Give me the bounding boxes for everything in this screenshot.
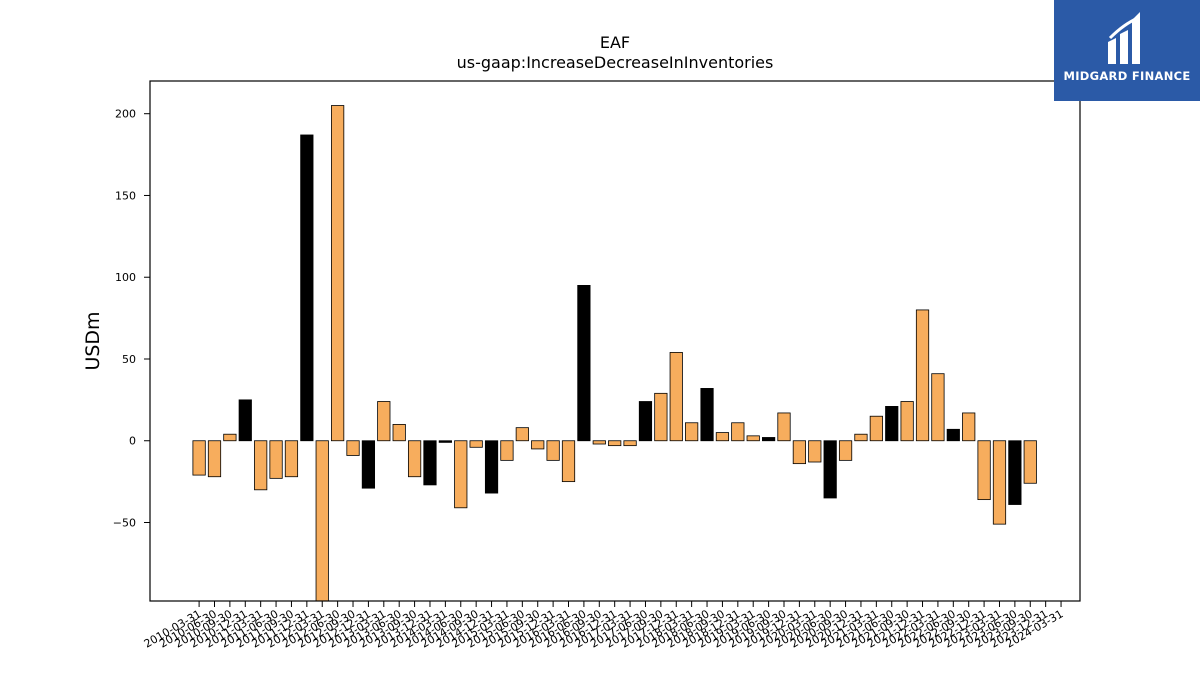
bar	[762, 437, 776, 442]
y-axis-label: USDm	[82, 311, 104, 370]
y-tick-label: 0	[129, 435, 136, 448]
bar	[715, 432, 730, 442]
bar	[992, 440, 1007, 525]
bar	[1023, 440, 1037, 484]
bar	[546, 440, 560, 461]
bar	[777, 412, 791, 442]
y-tick-label: −50	[113, 517, 136, 530]
bar	[300, 134, 314, 442]
bar	[254, 440, 268, 491]
bar	[500, 440, 514, 461]
bar	[392, 423, 406, 442]
bar	[854, 433, 868, 442]
chart-title: EAF	[600, 33, 630, 52]
midgard-logo-icon	[1108, 12, 1140, 64]
bar	[823, 440, 837, 499]
bar	[869, 415, 883, 442]
bar	[977, 440, 991, 501]
bar	[669, 352, 683, 442]
bar	[469, 440, 483, 448]
bar	[838, 440, 853, 461]
bar	[731, 422, 745, 442]
brand-logo: MIDGARD FINANCE	[1054, 0, 1200, 101]
bar	[423, 440, 437, 486]
bar	[269, 440, 283, 479]
bar	[561, 440, 576, 483]
bar	[346, 440, 360, 456]
bars-group	[192, 105, 1037, 602]
bar	[808, 440, 822, 463]
y-axis-ticks: −50 0 50 100 150 200	[113, 108, 150, 530]
bar	[654, 392, 668, 442]
bar	[361, 440, 376, 489]
bar	[792, 440, 806, 465]
bar	[484, 440, 499, 494]
bar	[454, 440, 468, 509]
bar	[331, 105, 345, 442]
bar	[700, 388, 714, 442]
bar	[223, 433, 237, 442]
plot-frame	[149, 80, 1081, 602]
bar	[238, 399, 252, 442]
bar	[931, 373, 945, 442]
bar	[577, 285, 591, 442]
bar	[592, 440, 606, 445]
x-axis-ticks: 2010-03-312010-06-302010-09-302010-12-31…	[142, 601, 1066, 651]
bar	[407, 440, 422, 478]
bar	[515, 427, 529, 442]
bar	[315, 440, 329, 602]
bar	[638, 401, 653, 442]
bar	[900, 401, 914, 442]
bar	[608, 440, 622, 447]
bar	[438, 440, 452, 443]
y-tick-label: 200	[115, 108, 136, 121]
bar	[377, 401, 391, 442]
brand-name: MIDGARD FINANCE	[1063, 69, 1191, 83]
y-tick-label: 50	[122, 353, 136, 366]
y-tick-label: 150	[115, 189, 136, 202]
bar	[946, 428, 960, 442]
bar	[207, 440, 222, 478]
chart-subtitle: us-gaap:IncreaseDecreaseInInventories	[457, 53, 774, 72]
y-tick-label: 100	[115, 271, 136, 284]
bar	[623, 440, 637, 447]
bar	[746, 435, 760, 442]
bar	[1008, 440, 1022, 505]
bar	[962, 412, 976, 442]
bar	[284, 440, 299, 478]
bar	[885, 406, 899, 442]
bar	[531, 440, 545, 450]
bar	[685, 422, 699, 442]
bar	[192, 440, 206, 476]
bar	[915, 309, 930, 442]
